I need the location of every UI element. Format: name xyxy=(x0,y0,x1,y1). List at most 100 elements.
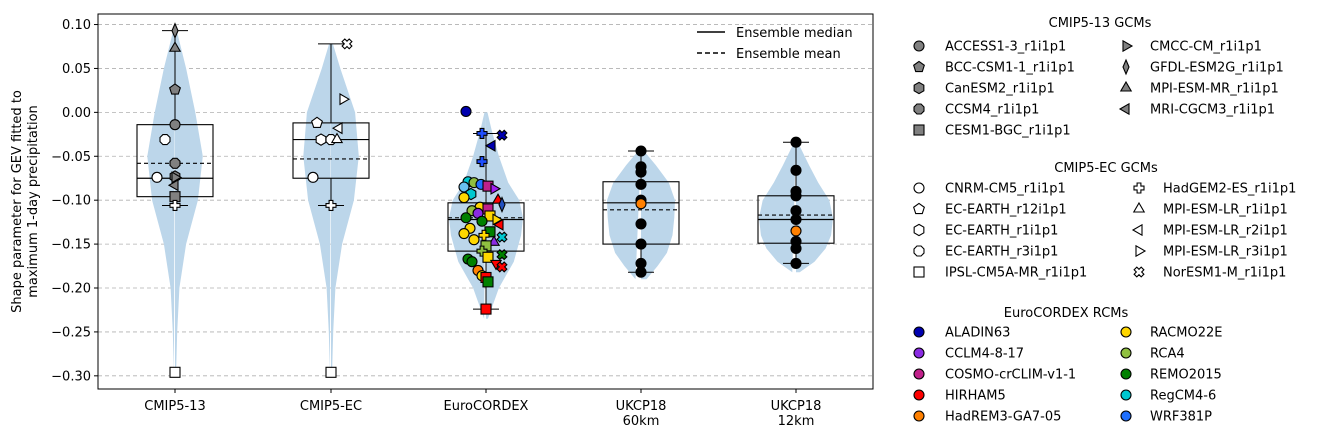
legend-label: EC-EARTH_r3i1p1 xyxy=(945,245,1058,260)
thin-diamond-marker-shape xyxy=(1122,58,1130,76)
triangle-right-marker-shape xyxy=(490,182,502,195)
circle-marker-shape xyxy=(635,178,647,190)
circle-marker-shape xyxy=(790,164,802,176)
legend-label: CanESM2_r1i1p1 xyxy=(945,82,1055,97)
hexagon-marker-shape xyxy=(315,133,327,146)
triangle-left-marker-shape xyxy=(492,218,504,231)
triangle-up-marker-shape xyxy=(330,132,344,144)
legend-label: EC-EARTH_r12i1p1 xyxy=(945,203,1067,218)
data-point xyxy=(635,166,647,178)
data-point xyxy=(790,213,802,226)
square-marker-shape xyxy=(482,276,494,288)
circle-marker-shape xyxy=(307,171,319,183)
legend-label: WRF381P xyxy=(1150,410,1212,425)
ensemble-legend: Ensemble median Ensemble mean xyxy=(697,26,853,62)
legend-marker xyxy=(913,245,925,257)
ensemble-mean-label: Ensemble mean xyxy=(736,47,841,62)
circle-marker-shape xyxy=(169,119,181,131)
data-point xyxy=(790,257,802,269)
legend-marker xyxy=(1120,389,1132,401)
x-filled-marker-shape xyxy=(496,261,508,273)
circle-marker-shape xyxy=(151,171,163,183)
circle-marker-shape xyxy=(1120,368,1132,380)
legend-label: CCSM4_r1i1p1 xyxy=(945,103,1039,118)
data-point xyxy=(315,133,327,146)
x-tick-label: CMIP5-EC xyxy=(300,399,362,414)
x-tick-label: 60km xyxy=(623,414,660,429)
circle-marker-shape xyxy=(635,266,647,278)
circle-marker-shape xyxy=(635,218,647,230)
data-point xyxy=(496,231,508,243)
y-tick-label: 0.00 xyxy=(62,106,91,121)
data-point xyxy=(468,234,480,246)
legend-marker xyxy=(913,223,925,237)
legend-marker xyxy=(913,368,925,380)
data-point xyxy=(325,366,337,378)
iqr-box xyxy=(292,122,370,179)
circle-marker-shape xyxy=(1120,347,1132,359)
legend-label: HIRHAM5 xyxy=(945,389,1006,404)
legend-marker xyxy=(1120,326,1132,338)
square-marker-shape xyxy=(325,366,337,378)
circle-marker-shape xyxy=(468,234,480,246)
legend-label: EC-EARTH_r1i1p1 xyxy=(945,224,1058,239)
legend-label: MPI-ESM-MR_r1i1p1 xyxy=(1150,82,1279,97)
data-point xyxy=(496,129,508,141)
data-point xyxy=(330,132,344,144)
x-tick-label: UKCP18 xyxy=(771,399,822,414)
legend-marker xyxy=(1132,201,1146,213)
triangle-left-marker-shape xyxy=(1118,102,1130,116)
data-point xyxy=(167,179,179,192)
data-point xyxy=(458,228,470,240)
x-tick-label: UKCP18 xyxy=(616,399,667,414)
legend-label: CCLM4-8-17 xyxy=(945,347,1024,362)
x-tick-label: 12km xyxy=(778,414,815,429)
legend-label: IPSL-CM5A-MR_r1i1p1 xyxy=(945,266,1087,281)
legend-marker xyxy=(913,81,925,95)
circle-marker-shape xyxy=(635,238,647,250)
legend-label: MPI-ESM-LR_r3i1p1 xyxy=(1163,245,1288,260)
hexagon-marker-shape xyxy=(913,223,925,237)
data-point xyxy=(169,119,181,131)
y-tick-label: 0.10 xyxy=(62,18,91,33)
ensemble-median-label: Ensemble median xyxy=(736,26,853,41)
square-marker-shape xyxy=(913,124,925,136)
legend-label: HadREM3-GA7-05 xyxy=(945,410,1061,425)
data-point xyxy=(325,199,337,211)
legend-marker xyxy=(913,389,925,401)
legend-label: REMO2015 xyxy=(1150,368,1222,383)
data-point xyxy=(331,122,343,135)
legend-label: CNRM-CM5_r1i1p1 xyxy=(945,182,1066,197)
triangle-up-marker-shape xyxy=(1119,80,1133,92)
triangle-left-marker-shape xyxy=(167,179,179,192)
circle-marker-shape xyxy=(790,242,802,255)
triangle-up-marker-shape xyxy=(168,41,182,52)
data-point xyxy=(476,155,488,168)
triangle-left-marker-shape xyxy=(1131,223,1143,237)
legend-marker xyxy=(1120,410,1132,422)
x-filled-marker-shape xyxy=(1133,266,1145,278)
legend-label: RACMO22E xyxy=(1150,326,1222,341)
triangle-left-marker-shape xyxy=(484,139,496,152)
plus-marker-shape xyxy=(325,199,337,211)
y-axis-label-line2: maximum 1-day precipitation xyxy=(26,105,41,298)
legend-label: MPI-ESM-LR_r2i1p1 xyxy=(1163,224,1288,239)
triangle-right-marker-shape xyxy=(339,93,351,106)
data-point xyxy=(169,199,181,211)
legend-label: RegCM4-6 xyxy=(1150,389,1216,404)
x-tick-label: CMIP5-13 xyxy=(144,399,205,414)
legend-marker xyxy=(913,410,925,422)
legend-label: COSMO-crCLIM-v1-1 xyxy=(945,368,1076,383)
y-axis-ticks: −0.30 −0.25 −0.20 −0.15 −0.10 −0.05 0.00 0.05 0.… xyxy=(51,18,98,384)
data-point xyxy=(458,192,470,204)
legend-label: ACCESS1-3_r1i1p1 xyxy=(945,40,1066,55)
plus-marker-shape xyxy=(476,155,488,168)
data-point xyxy=(169,366,181,378)
data-points xyxy=(151,22,802,378)
circle-marker-shape xyxy=(635,166,647,178)
triangle-left-marker-shape xyxy=(331,122,343,135)
triangle-right-marker-shape xyxy=(1122,39,1134,53)
octagon-marker-shape xyxy=(913,103,925,115)
legend-marker xyxy=(913,103,925,115)
data-point xyxy=(790,136,802,148)
